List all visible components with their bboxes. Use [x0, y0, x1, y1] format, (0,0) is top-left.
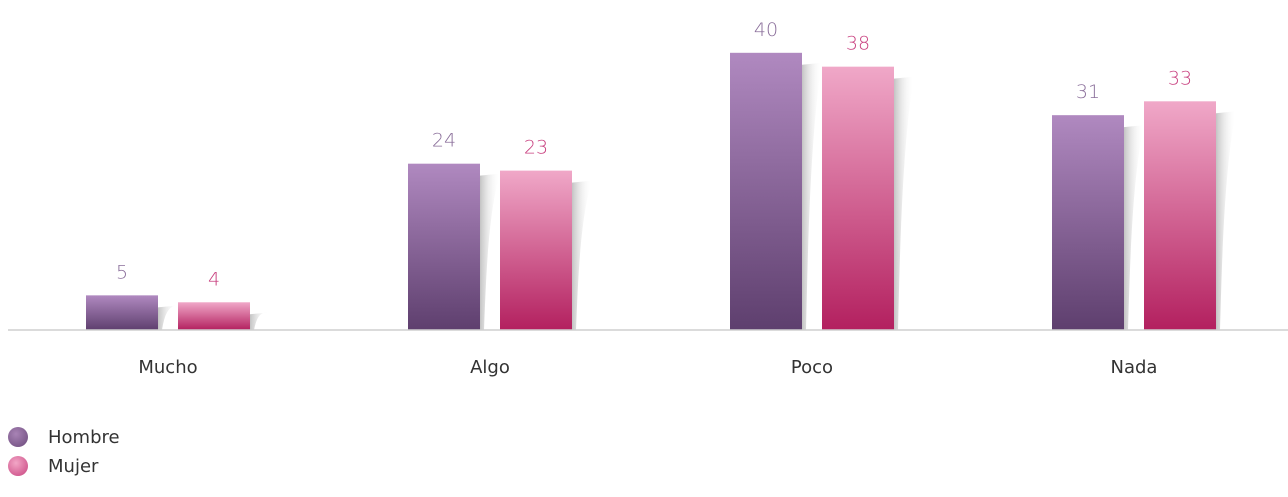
value-label-mujer-nada: 33: [1168, 67, 1192, 89]
value-label-hombre-algo: 24: [432, 130, 456, 152]
category-label-mucho: Mucho: [138, 357, 197, 378]
bar-shadow-hombre-poco: [802, 62, 822, 331]
category-label-nada: Nada: [1111, 357, 1158, 378]
bar-shadow-mujer-nada: [1216, 111, 1236, 330]
bar-hombre-algo: [408, 163, 480, 330]
legend-item-hombre: Hombre: [8, 426, 120, 448]
bar-mujer-poco: [822, 66, 894, 330]
value-label-mujer-mucho: 4: [208, 268, 220, 290]
value-label-hombre-nada: 31: [1076, 81, 1100, 103]
legend-item-mujer: Mujer: [8, 455, 120, 477]
legend: Hombre Mujer: [8, 427, 120, 485]
value-label-hombre-poco: 40: [754, 19, 778, 41]
category-label-poco: Poco: [791, 357, 833, 378]
legend-swatch-hombre: [8, 427, 28, 447]
bar-mujer-nada: [1144, 101, 1216, 330]
legend-swatch-mujer: [8, 456, 28, 476]
value-labels: 5 4 24 23 40 38 31 33: [116, 19, 1192, 290]
value-label-mujer-poco: 38: [846, 33, 870, 55]
bar-mujer-algo: [500, 170, 572, 330]
legend-label-mujer: Mujer: [48, 455, 99, 477]
bar-hombre-mucho: [86, 295, 158, 330]
bars: [86, 52, 1216, 331]
bar-shadow-hombre-algo: [480, 173, 500, 330]
bar-shadow-mujer-poco: [894, 76, 914, 330]
bar-shadow-hombre-mucho: [158, 305, 178, 330]
value-label-hombre-mucho: 5: [116, 261, 128, 283]
bar-shadows: [158, 62, 1236, 331]
bar-mujer-mucho: [178, 302, 250, 330]
bar-shadow-mujer-algo: [572, 180, 592, 330]
bar-shadow-mujer-mucho: [250, 312, 270, 330]
bar-shadow-hombre-nada: [1124, 125, 1144, 330]
category-label-algo: Algo: [470, 357, 510, 378]
bar-chart: 5 4 24 23 40 38 31 33 Mucho Algo Poco Nada: [8, 19, 1288, 378]
bar-hombre-poco: [730, 52, 802, 331]
legend-label-hombre: Hombre: [48, 426, 120, 448]
bar-hombre-nada: [1052, 115, 1124, 330]
category-labels: Mucho Algo Poco Nada: [138, 357, 1157, 378]
value-label-mujer-algo: 23: [524, 137, 548, 159]
